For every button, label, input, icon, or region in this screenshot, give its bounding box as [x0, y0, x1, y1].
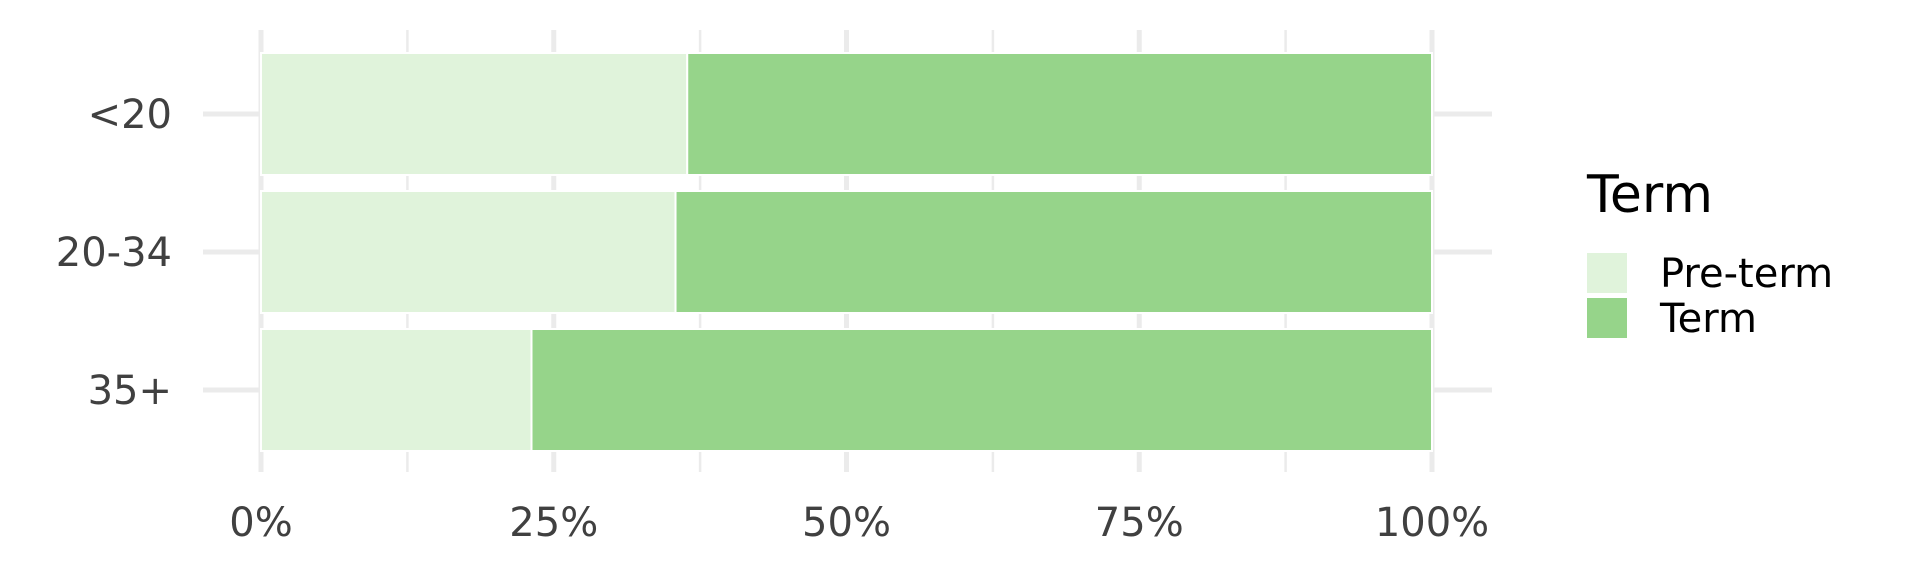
y-axis-tick-labels: <20 20-34 35+: [56, 92, 172, 414]
x-tick-label: 75%: [1095, 500, 1184, 546]
legend-title: Term: [1586, 165, 1713, 225]
legend-key-pre-term[interactable]: [1587, 253, 1627, 293]
bar-term-2: [530, 328, 1433, 452]
y-tick-label: <20: [88, 92, 172, 138]
x-axis-tick-labels: 0% 25% 50% 75% 100%: [229, 500, 1489, 546]
x-tick-label: 100%: [1375, 500, 1489, 546]
bar-pre-term-0: [260, 52, 689, 176]
bars: [260, 52, 1433, 452]
x-tick-label: 50%: [802, 500, 891, 546]
bar-pre-term-2: [260, 328, 533, 452]
x-tick-label: 0%: [229, 500, 292, 546]
x-tick-label: 25%: [509, 500, 598, 546]
legend-key-term[interactable]: [1587, 298, 1627, 338]
legend-label: Pre-term: [1660, 251, 1833, 297]
y-tick-label: 20-34: [56, 230, 172, 276]
y-tick-label: 35+: [88, 368, 172, 414]
bar-term-0: [686, 52, 1433, 176]
legend-label: Term: [1659, 296, 1757, 342]
bar-pre-term-1: [260, 190, 677, 314]
bar-term-1: [674, 190, 1433, 314]
